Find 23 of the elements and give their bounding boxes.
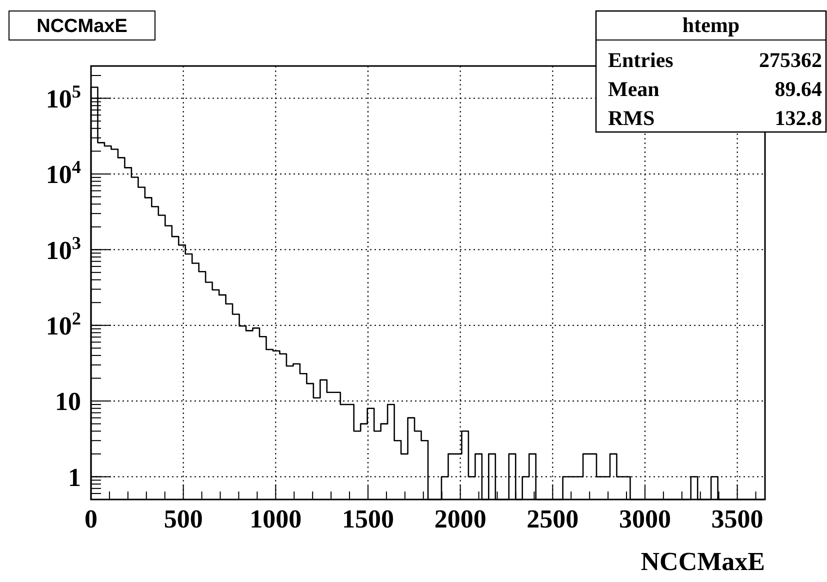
text: 132.8	[774, 106, 822, 130]
y-tick-label: 10$^{3}$	[46, 232, 81, 265]
x-tick-label: 2500	[526, 504, 579, 534]
chart-title: NCCMaxE	[36, 16, 128, 37]
x-tick-label: 1500	[342, 504, 394, 534]
x-tick-label: 500	[164, 504, 203, 534]
x-tick-label: 3500	[711, 504, 764, 534]
y-tick-label: 1	[68, 462, 81, 492]
y-tick-label: 10	[55, 387, 81, 416]
x-tick-label: 2000	[434, 504, 486, 534]
x-tick-label: 0	[84, 504, 98, 534]
x-tick-label: 1000	[250, 504, 302, 534]
annotation: 275362	[759, 48, 822, 72]
text: 89.64	[774, 77, 822, 101]
y-tick-label: 10$^{2}$	[46, 308, 81, 340]
x-tick-label: 3000	[618, 504, 671, 534]
annotation: RMS	[608, 106, 655, 130]
annotation: Entries	[608, 48, 674, 72]
annotation: Mean	[608, 77, 660, 101]
x-axis-title: NCCMaxE	[640, 547, 765, 576]
text: htemp	[682, 13, 740, 37]
y-tick-label: 10$^{4}$	[46, 157, 81, 190]
y-tick-label: 10$^{5}$	[46, 81, 81, 114]
